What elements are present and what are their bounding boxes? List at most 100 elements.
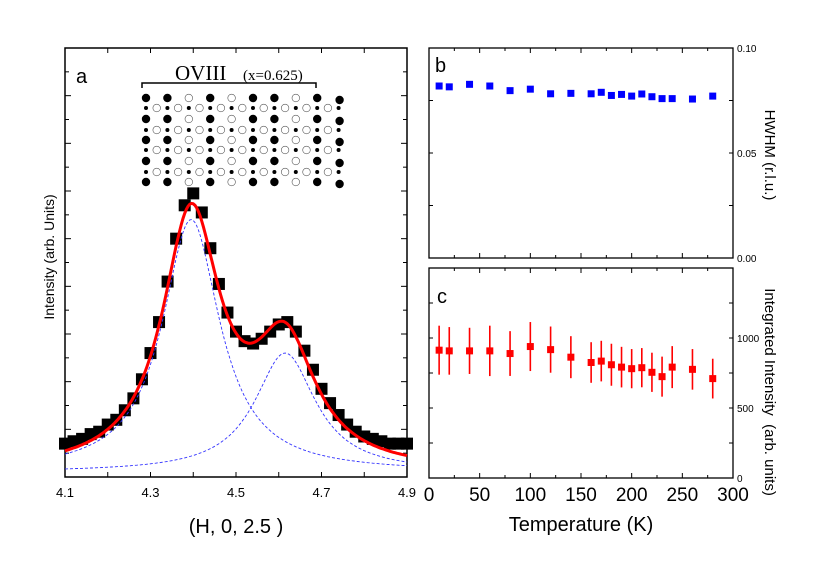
lattice-site-open bbox=[174, 103, 183, 113]
data-point bbox=[547, 346, 555, 354]
panel-a-label: a bbox=[76, 66, 88, 88]
lattice-site-small bbox=[165, 170, 170, 174]
lattice-site-filled bbox=[141, 156, 151, 166]
lattice-site-filled bbox=[141, 177, 151, 187]
lattice-site-open bbox=[259, 145, 268, 155]
lattice-site-filled bbox=[313, 135, 322, 145]
lattice-site-small bbox=[208, 170, 213, 174]
lattice-site-small bbox=[165, 106, 170, 110]
lattice-site-open bbox=[281, 167, 290, 177]
data-point bbox=[597, 88, 605, 96]
lattice-site-filled bbox=[313, 177, 322, 187]
lattice-site-open bbox=[323, 103, 333, 113]
lattice-site-filled bbox=[335, 158, 344, 168]
lattice-site-open bbox=[216, 145, 225, 155]
y-tick-label: 0.05 bbox=[737, 149, 757, 160]
data-point bbox=[526, 85, 534, 93]
lattice-site-small bbox=[251, 170, 255, 174]
lattice-site-open bbox=[259, 125, 268, 135]
bracket bbox=[141, 82, 317, 88]
panel-a-title-param: (x=0.625) bbox=[243, 68, 303, 84]
lattice-site-small bbox=[315, 128, 320, 132]
data-point bbox=[688, 95, 696, 103]
data-point bbox=[607, 361, 615, 369]
lattice-site-filled bbox=[270, 93, 279, 103]
lattice-site-open bbox=[152, 125, 161, 135]
data-point bbox=[668, 95, 676, 103]
lattice-inset bbox=[141, 82, 344, 189]
lattice-site-filled bbox=[141, 114, 151, 124]
plot-frame-b bbox=[428, 47, 734, 259]
lattice-site-open bbox=[238, 125, 247, 135]
x-tick-label: 4.3 bbox=[141, 485, 159, 500]
lattice-site-open bbox=[152, 103, 161, 113]
panel-b: 0.00 0.05 0.10 bbox=[428, 44, 757, 265]
lattice-site-filled bbox=[163, 135, 172, 145]
lattice-site-open bbox=[323, 125, 333, 135]
lattice-site-small bbox=[229, 106, 234, 110]
lattice-site-open bbox=[238, 167, 247, 177]
lattice-site-filled bbox=[163, 114, 172, 124]
data-point bbox=[648, 368, 656, 376]
lattice-site-open bbox=[184, 156, 193, 166]
lattice-site-small bbox=[293, 128, 298, 132]
fit-component-1 bbox=[64, 219, 408, 467]
x-tick-label: 300 bbox=[717, 485, 749, 506]
data-point bbox=[628, 365, 636, 373]
lattice-site-small bbox=[315, 106, 320, 110]
panel-c-label: c bbox=[437, 286, 447, 308]
x-tick-label: 4.9 bbox=[398, 485, 416, 500]
data-point bbox=[709, 375, 717, 383]
data-point bbox=[567, 89, 575, 97]
lattice-site-small bbox=[272, 106, 277, 110]
lattice-site-small bbox=[272, 170, 277, 174]
lattice-site-open bbox=[174, 145, 183, 155]
lattice-site-filled bbox=[313, 156, 322, 166]
lattice-site-open bbox=[227, 135, 236, 145]
lattice-site-small bbox=[293, 170, 298, 174]
lattice-site-small bbox=[229, 148, 234, 152]
lattice-site-small bbox=[165, 128, 170, 132]
lattice-site-open bbox=[323, 145, 333, 155]
data-point bbox=[709, 92, 717, 100]
data-point bbox=[587, 90, 595, 98]
lattice-site-small bbox=[144, 106, 148, 110]
data-point bbox=[618, 90, 626, 98]
lattice-site-small bbox=[229, 170, 234, 174]
data-point bbox=[668, 363, 676, 371]
fit-total-curve bbox=[64, 201, 408, 458]
data-point bbox=[187, 187, 200, 200]
x-tick-label: 4.7 bbox=[312, 485, 330, 500]
lattice-site-open bbox=[281, 125, 290, 135]
lattice-site-small bbox=[336, 128, 341, 132]
data-point bbox=[526, 343, 534, 351]
lattice-site-filled bbox=[141, 93, 151, 103]
lattice-site-filled bbox=[248, 93, 258, 103]
lattice-site-open bbox=[259, 103, 268, 113]
lattice-site-filled bbox=[270, 156, 279, 166]
panel-a: 4.1 4.3 4.5 4.7 4.9 bbox=[56, 47, 416, 500]
data-point bbox=[567, 353, 575, 361]
lattice-site-filled bbox=[335, 137, 344, 147]
x-tick-label: 250 bbox=[666, 485, 698, 506]
data-point bbox=[506, 87, 514, 95]
data-point bbox=[658, 95, 666, 103]
lattice-site-small bbox=[336, 170, 341, 174]
lattice-site-open bbox=[216, 125, 225, 135]
lattice-site-open bbox=[184, 114, 193, 124]
lattice-site-open bbox=[174, 125, 183, 135]
lattice-site-open bbox=[238, 103, 247, 113]
lattice-site-open bbox=[302, 125, 311, 135]
data-point bbox=[401, 437, 413, 450]
lattice-site-open bbox=[291, 114, 300, 124]
lattice-site-small bbox=[144, 128, 148, 132]
lattice-site-filled bbox=[206, 114, 215, 124]
y-tick-label: 0.00 bbox=[737, 254, 757, 265]
lattice-site-open bbox=[291, 135, 300, 145]
lattice-site-open bbox=[195, 103, 204, 113]
lattice-site-open bbox=[195, 125, 204, 135]
lattice-site-small bbox=[229, 128, 234, 132]
x-tick-label: 0 bbox=[424, 485, 435, 506]
data-point bbox=[466, 80, 474, 88]
plot-frame-a bbox=[64, 47, 408, 478]
